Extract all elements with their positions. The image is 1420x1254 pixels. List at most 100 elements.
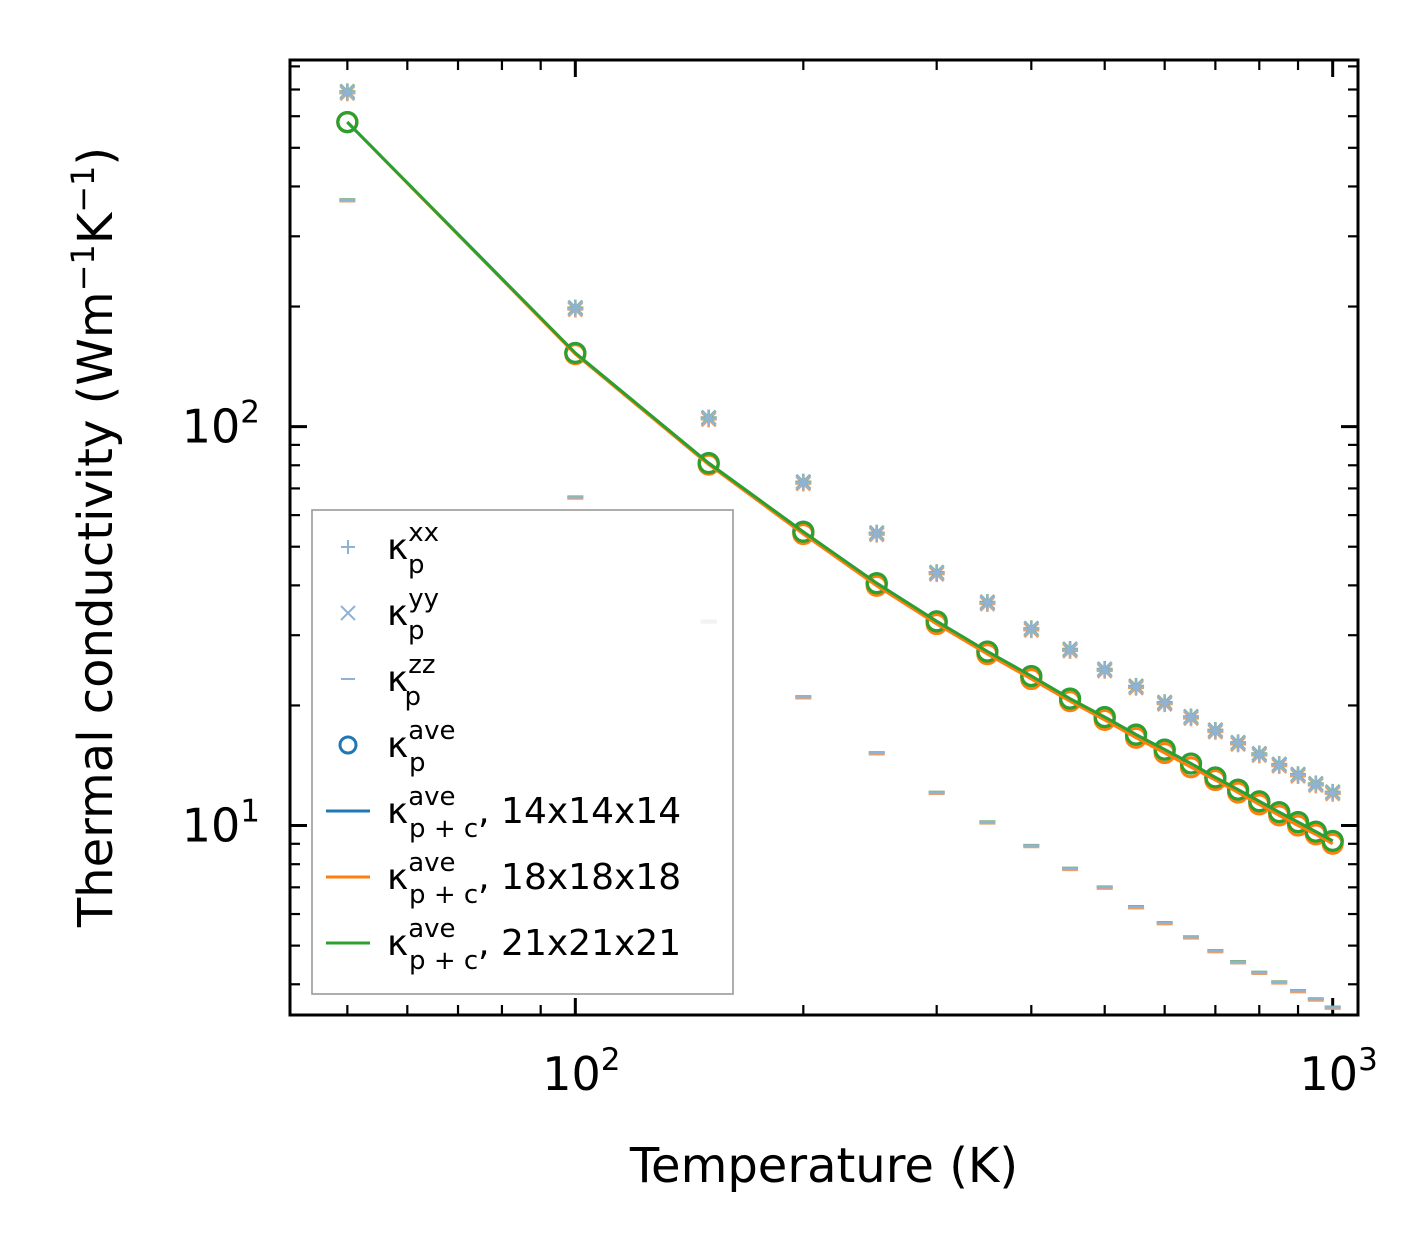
legend-marker-kave xyxy=(338,735,358,755)
x-tick-label-base: 10 xyxy=(542,1047,601,1101)
marker-kyy xyxy=(1128,678,1144,695)
marker-kyy xyxy=(1290,767,1306,783)
legend-symbol: κ xyxy=(387,527,408,568)
marker-kave xyxy=(976,640,999,663)
legend-entry-label: κave p + c, 18x18x18 xyxy=(387,848,681,910)
legend-entry-label: κave p + c, 14x14x14 xyxy=(387,782,681,844)
axes-frame xyxy=(288,58,1360,1017)
legend-sub: p + c xyxy=(409,946,478,976)
series-line xyxy=(346,121,1334,843)
marker-kyy xyxy=(1271,757,1288,773)
legend-sub: p xyxy=(405,682,422,712)
marker-kyy xyxy=(928,565,945,581)
legend-box xyxy=(311,509,734,995)
y-tick-label-base: 10 xyxy=(182,400,241,454)
legend-sub: p xyxy=(408,616,425,646)
y-tick-label-base: 10 xyxy=(182,799,241,853)
marker-kave xyxy=(1304,820,1327,843)
marker-kave xyxy=(925,610,948,633)
x-axis-label: Temperature (K) xyxy=(629,1138,1018,1194)
marker-kave xyxy=(564,341,587,365)
legend-entry-label: κyy p xyxy=(387,584,439,646)
marker-kave xyxy=(697,452,720,475)
marker-kyy xyxy=(1251,746,1268,762)
legend-suffix: , 18x18x18 xyxy=(478,857,681,898)
marker-kyy xyxy=(1062,641,1078,658)
legend-suffix: , 21x21x21 xyxy=(478,923,681,964)
legend-sup: yy xyxy=(408,584,439,614)
legend-symbol: κ xyxy=(387,857,408,898)
legend-symbol: κ xyxy=(387,593,408,634)
marker-kyy xyxy=(1324,784,1341,801)
legend-sub: p + c xyxy=(409,880,478,910)
marker-kave xyxy=(865,572,888,595)
legend-sup: ave xyxy=(408,716,455,746)
legend-symbol: κ xyxy=(387,923,408,964)
legend-symbol: κ xyxy=(387,725,408,766)
minor-ticks xyxy=(290,60,1358,1015)
legend-entry-label: κave p xyxy=(387,716,456,778)
y-axis-label-base: Thermal conductivity (Wm xyxy=(68,291,124,928)
legend-entry-label: κave p + c, 21x21x21 xyxy=(387,914,681,976)
x-tick-label-exp: 2 xyxy=(601,1042,621,1078)
marker-kave xyxy=(1093,705,1116,729)
y-axis-label: Thermal conductivity (Wm−1K−1) xyxy=(64,147,124,928)
legend-sub: p + c xyxy=(409,814,478,844)
legend-sub: p xyxy=(409,748,426,778)
legend-sup: ave xyxy=(408,914,455,944)
legend-marker-kxx xyxy=(341,540,355,554)
marker-kave xyxy=(1020,664,1043,688)
marker-kyy xyxy=(868,525,885,542)
y-axis-label-end: ) xyxy=(68,147,124,166)
marker-kyy xyxy=(1207,722,1224,739)
legend-sup: xx xyxy=(408,518,439,548)
legend-marker-kyy xyxy=(340,605,356,621)
y-tick-label-exp: 2 xyxy=(240,395,260,431)
marker-kave xyxy=(1321,829,1344,853)
marker-kave xyxy=(1248,790,1271,813)
marker-kave xyxy=(1058,687,1082,710)
y-axis-label-exp1: −1 xyxy=(64,244,102,291)
marker-kyy xyxy=(1183,709,1199,725)
marker-kave xyxy=(1204,766,1227,789)
y-axis-label-mid: K xyxy=(68,211,124,244)
marker-kyy xyxy=(1230,735,1246,751)
legend-entry-label: κzz p xyxy=(387,650,436,712)
marker-kyy xyxy=(567,300,584,317)
x-tick-label-base: 10 xyxy=(1300,1047,1359,1101)
marker-kyy xyxy=(1308,776,1324,792)
marker-kave xyxy=(1226,778,1250,801)
legend-sup: ave xyxy=(408,848,455,878)
legend-entry-label: κxx p xyxy=(387,518,439,580)
marker-kave xyxy=(1124,723,1148,746)
x-tick-label: 102 xyxy=(542,1042,620,1101)
marker-kyy xyxy=(979,594,996,611)
legend-sub: p xyxy=(408,550,425,580)
legend-suffix: , 14x14x14 xyxy=(478,791,681,832)
x-tick-label: 103 xyxy=(1300,1042,1378,1101)
marker-kyy xyxy=(795,474,812,491)
legend-sup: zz xyxy=(408,650,435,680)
y-axis-label-exp2: −1 xyxy=(64,166,102,213)
marker-kyy xyxy=(339,84,356,100)
legend-sup: ave xyxy=(408,782,455,812)
y-tick-label: 102 xyxy=(182,395,260,454)
legend-symbol: κ xyxy=(387,791,408,832)
marker-kave xyxy=(336,110,359,134)
y-tick-label-exp: 1 xyxy=(240,794,260,830)
series-line xyxy=(346,121,1334,846)
marker-kave xyxy=(792,520,815,543)
plot-data xyxy=(336,83,1344,1010)
marker-kave xyxy=(1268,801,1291,824)
marker-kyy xyxy=(700,410,717,426)
marker-kyy xyxy=(1023,621,1040,637)
y-tick-label: 101 xyxy=(182,794,260,853)
x-tick-label-exp: 3 xyxy=(1358,1042,1378,1078)
plot-frame xyxy=(288,58,1360,1017)
legend-symbol: κ xyxy=(387,659,408,700)
marker-kyy xyxy=(1156,695,1173,711)
